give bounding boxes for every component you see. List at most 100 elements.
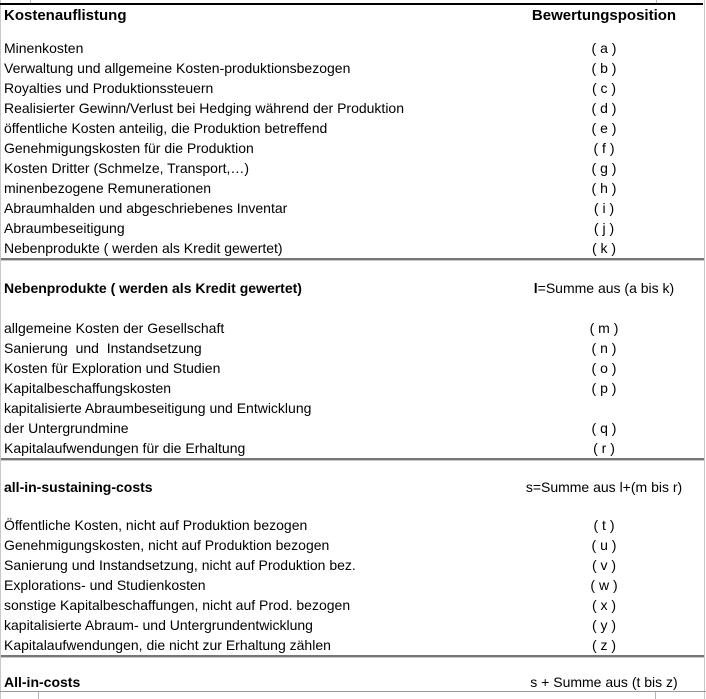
summary-label: all-in-sustaining-costs: [4, 479, 153, 495]
cost-row: kapitalisierte Abraum- und Untergrundent…: [1, 615, 704, 635]
spacer: [1, 298, 704, 318]
spacer: [1, 497, 704, 515]
cost-item-label: minenbezogene Remunerationen: [4, 180, 212, 196]
position-code: ( w ): [590, 577, 618, 593]
cost-row: Realisierter Gewinn/Verlust bei Hedging …: [1, 98, 704, 118]
cost-row: Abraumhalden und abgeschriebenes Inventa…: [1, 198, 704, 218]
position-code: ( p ): [591, 380, 617, 396]
position-code: ( a ): [591, 40, 617, 56]
position-code: ( y ): [591, 617, 617, 633]
summary-row-all-in-costs: All-in-costs s + Summe aus (t bis z): [1, 672, 704, 692]
position-code: ( r ): [593, 440, 615, 456]
cost-row: Kapitalbeschaffungskosten ( p ): [1, 378, 704, 398]
section-divider: [1, 458, 704, 461]
cost-item-label: Genehmigungskosten für die Produktion: [4, 140, 254, 156]
cost-item-label: Öffentliche Kosten, nicht auf Produktion…: [4, 517, 308, 533]
cost-item-label: Minenkosten: [4, 40, 84, 56]
table-bottom-border: [0, 691, 706, 692]
spacer: [1, 461, 704, 477]
spacer: [1, 25, 704, 38]
position-code: ( m ): [589, 320, 619, 336]
summary-value: s + Summe aus (t bis z): [504, 674, 704, 690]
summary-row-byproducts: Nebenprodukte ( werden als Kredit gewert…: [1, 278, 704, 298]
summary-value: l=Summe aus (a bis k): [504, 280, 704, 296]
sheet-gridline-tick: [656, 0, 657, 3]
cost-row: allgemeine Kosten der Gesellschaft ( m ): [1, 318, 704, 338]
cost-row: Genehmigungskosten für die Produktion ( …: [1, 138, 704, 158]
cost-row: Sanierung und Instandsetzung ( n ): [1, 338, 704, 358]
position-code: ( g ): [591, 160, 617, 176]
position-code: ( k ): [591, 240, 617, 256]
column-header-cost-list: Kostenauflistung: [4, 6, 127, 24]
section-divider: [1, 655, 704, 658]
cost-item-label: Genehmigungskosten, nicht auf Produktion…: [4, 537, 330, 553]
cost-row: kapitalisierte Abraumbeseitigung und Ent…: [1, 398, 704, 418]
cost-row: Kosten Dritter (Schmelze, Transport,…) (…: [1, 158, 704, 178]
position-code: ( x ): [591, 597, 617, 613]
position-code: ( c ): [591, 80, 617, 96]
cost-row: öffentliche Kosten anteilig, die Produkt…: [1, 118, 704, 138]
sheet-gridline-tick: [38, 692, 39, 699]
cost-row: der Untergrundmine ( q ): [1, 418, 704, 438]
summary-label: All-in-costs: [4, 674, 81, 690]
position-code: ( e ): [591, 120, 617, 136]
cost-row: Royalties und Produktionssteuern ( c ): [1, 78, 704, 98]
cost-row: Öffentliche Kosten, nicht auf Produktion…: [1, 515, 704, 535]
cost-table: Kostenauflistung Bewertungsposition Mine…: [1, 5, 704, 692]
summary-value-rest: s + Summe aus (t bis z): [530, 674, 678, 690]
cost-item-label: Kapitalbeschaffungskosten: [4, 380, 172, 396]
cost-item-label: kapitalisierte Abraum- und Untergrundent…: [4, 617, 313, 633]
spacer: [1, 261, 704, 278]
position-code: ( t ): [593, 517, 615, 533]
cost-row: Sanierung und Instandsetzung, nicht auf …: [1, 555, 704, 575]
position-code: ( o ): [591, 360, 617, 376]
column-header-valuation-position: Bewertungsposition: [531, 6, 677, 24]
cost-item-label: Kosten Dritter (Schmelze, Transport,…): [4, 160, 250, 176]
summary-row-aisc: all-in-sustaining-costs s=Summe aus l+(m…: [1, 477, 704, 497]
cost-item-label: Royalties und Produktionssteuern: [4, 80, 214, 96]
summary-label: Nebenprodukte ( werden als Kredit gewert…: [4, 280, 302, 296]
position-code: ( u ): [591, 537, 617, 553]
position-code: ( f ): [593, 140, 615, 156]
cost-item-label: der Untergrundmine: [4, 420, 129, 436]
cost-item-label: Kapitalaufwendungen für die Erhaltung: [4, 440, 246, 456]
sheet-gridline-tick: [30, 0, 31, 3]
cost-item-label: kapitalisierte Abraumbeseitigung und Ent…: [4, 400, 312, 416]
cost-row: sonstige Kapitalbeschaffungen, nicht auf…: [1, 595, 704, 615]
cost-row: Minenkosten ( a ): [1, 38, 704, 58]
position-code: ( z ): [591, 637, 617, 653]
spacer: [1, 658, 704, 672]
cost-item-label: Realisierter Gewinn/Verlust bei Hedging …: [4, 100, 404, 116]
cost-row: Explorations- und Studienkosten ( w ): [1, 575, 704, 595]
cost-row: Kapitalaufwendungen, die nicht zur Erhal…: [1, 635, 704, 655]
summary-value: s=Summe aus l+(m bis r): [504, 479, 704, 495]
position-code: ( j ): [593, 220, 615, 236]
position-code: ( q ): [591, 420, 617, 436]
cost-item-label: Verwaltung und allgemeine Kosten-produkt…: [4, 60, 351, 76]
position-code: ( i ): [593, 200, 615, 216]
cost-item-label: Abraumbeseitigung: [4, 220, 125, 236]
position-code: ( d ): [591, 100, 617, 116]
summary-value-rest: =Summe aus (a bis k): [537, 280, 675, 296]
position-code: ( h ): [591, 180, 617, 196]
cost-item-label: Kapitalaufwendungen, die nicht zur Erhal…: [4, 637, 331, 653]
table-header-row: Kostenauflistung Bewertungsposition: [1, 5, 704, 25]
cost-item-label: Sanierung und Instandsetzung, nicht auf …: [4, 557, 356, 573]
cost-item-label: sonstige Kapitalbeschaffungen, nicht auf…: [4, 597, 351, 613]
cost-item-label: allgemeine Kosten der Gesellschaft: [4, 320, 225, 336]
position-code: ( n ): [591, 340, 617, 356]
cost-item-label: Abraumhalden und abgeschriebenes Inventa…: [4, 200, 288, 216]
cost-row: Verwaltung und allgemeine Kosten-produkt…: [1, 58, 704, 78]
summary-value-rest: s=Summe aus l+(m bis r): [525, 479, 683, 495]
cost-row: Abraumbeseitigung ( j ): [1, 218, 704, 238]
sheet-gridline-tick: [655, 692, 656, 699]
cost-row: Kosten für Exploration und Studien ( o ): [1, 358, 704, 378]
cost-row: Kapitalaufwendungen für die Erhaltung ( …: [1, 438, 704, 458]
cost-item-label: Sanierung und Instandsetzung: [4, 340, 202, 356]
cost-row: Genehmigungskosten, nicht auf Produktion…: [1, 535, 704, 555]
section-divider: [1, 258, 704, 261]
table-top-border: [0, 3, 703, 5]
cost-item-label: öffentliche Kosten anteilig, die Produkt…: [4, 120, 328, 136]
cost-row: Nebenprodukte ( werden als Kredit gewert…: [1, 238, 704, 258]
cost-item-label: Nebenprodukte ( werden als Kredit gewert…: [4, 240, 283, 256]
